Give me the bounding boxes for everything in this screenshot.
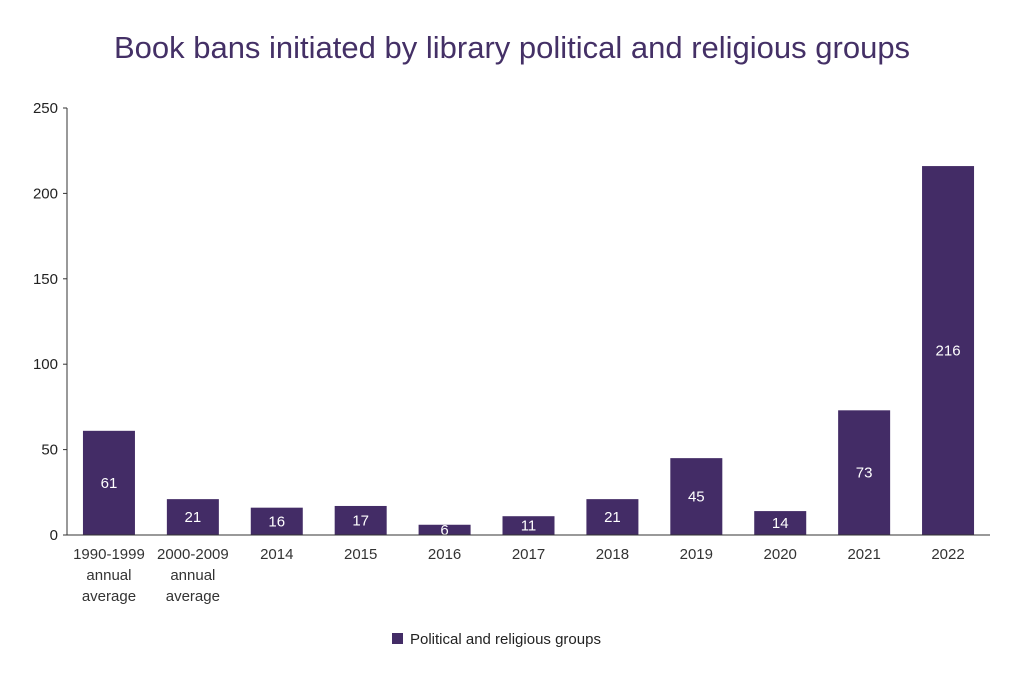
y-tick-label: 150 <box>33 271 58 288</box>
legend: Political and religious groups <box>392 631 601 648</box>
data-label: 45 <box>688 489 705 506</box>
bar <box>502 516 555 535</box>
bar <box>670 458 723 535</box>
data-label: 21 <box>185 509 202 526</box>
data-label: 6 <box>440 522 448 539</box>
y-tick-label: 100 <box>33 356 58 373</box>
x-tick-label: 2014 <box>260 546 293 563</box>
x-tick-label: 2020 <box>764 546 797 563</box>
x-tick-label: 2021 <box>847 546 880 563</box>
bar <box>250 507 303 535</box>
data-label: 14 <box>772 515 789 532</box>
data-label: 73 <box>856 465 873 482</box>
x-tick-label: 2015 <box>344 546 377 563</box>
data-label: 16 <box>268 513 285 530</box>
y-tick-label: 250 <box>33 100 58 117</box>
bar <box>334 505 387 535</box>
legend-swatch <box>392 633 403 644</box>
data-labels: 61 21 16 17 6 11 21 45 14 73 216 <box>101 343 961 539</box>
bar <box>754 511 807 535</box>
bar <box>838 410 891 535</box>
chart-title: Book bans initiated by library political… <box>113 30 911 65</box>
legend-label: Political and religious groups <box>410 631 601 648</box>
x-tick-label: 2019 <box>680 546 713 563</box>
x-tick-label: 2017 <box>512 546 545 563</box>
bar <box>922 166 975 535</box>
data-label: 216 <box>936 343 961 360</box>
x-tick-label: 1990-1999 annual average <box>73 546 145 605</box>
bars <box>82 166 975 535</box>
data-label: 61 <box>101 475 118 492</box>
y-tick-label: 50 <box>41 442 58 459</box>
bar <box>82 430 135 535</box>
x-tick-label: 2016 <box>428 546 461 563</box>
bar <box>586 499 639 535</box>
bar <box>166 499 219 535</box>
data-label: 21 <box>604 509 621 526</box>
bar <box>418 524 471 535</box>
y-tick-label: 200 <box>33 185 58 202</box>
y-tick-label: 0 <box>50 527 58 544</box>
x-tick-label: 2000-2009 annual average <box>157 546 229 605</box>
data-label: 17 <box>352 512 369 529</box>
data-label: 11 <box>521 518 537 535</box>
x-tick-label: 2022 <box>931 546 964 563</box>
x-tick-label: 2018 <box>596 546 629 563</box>
y-axis: 0 50 100 150 200 250 <box>33 100 68 544</box>
